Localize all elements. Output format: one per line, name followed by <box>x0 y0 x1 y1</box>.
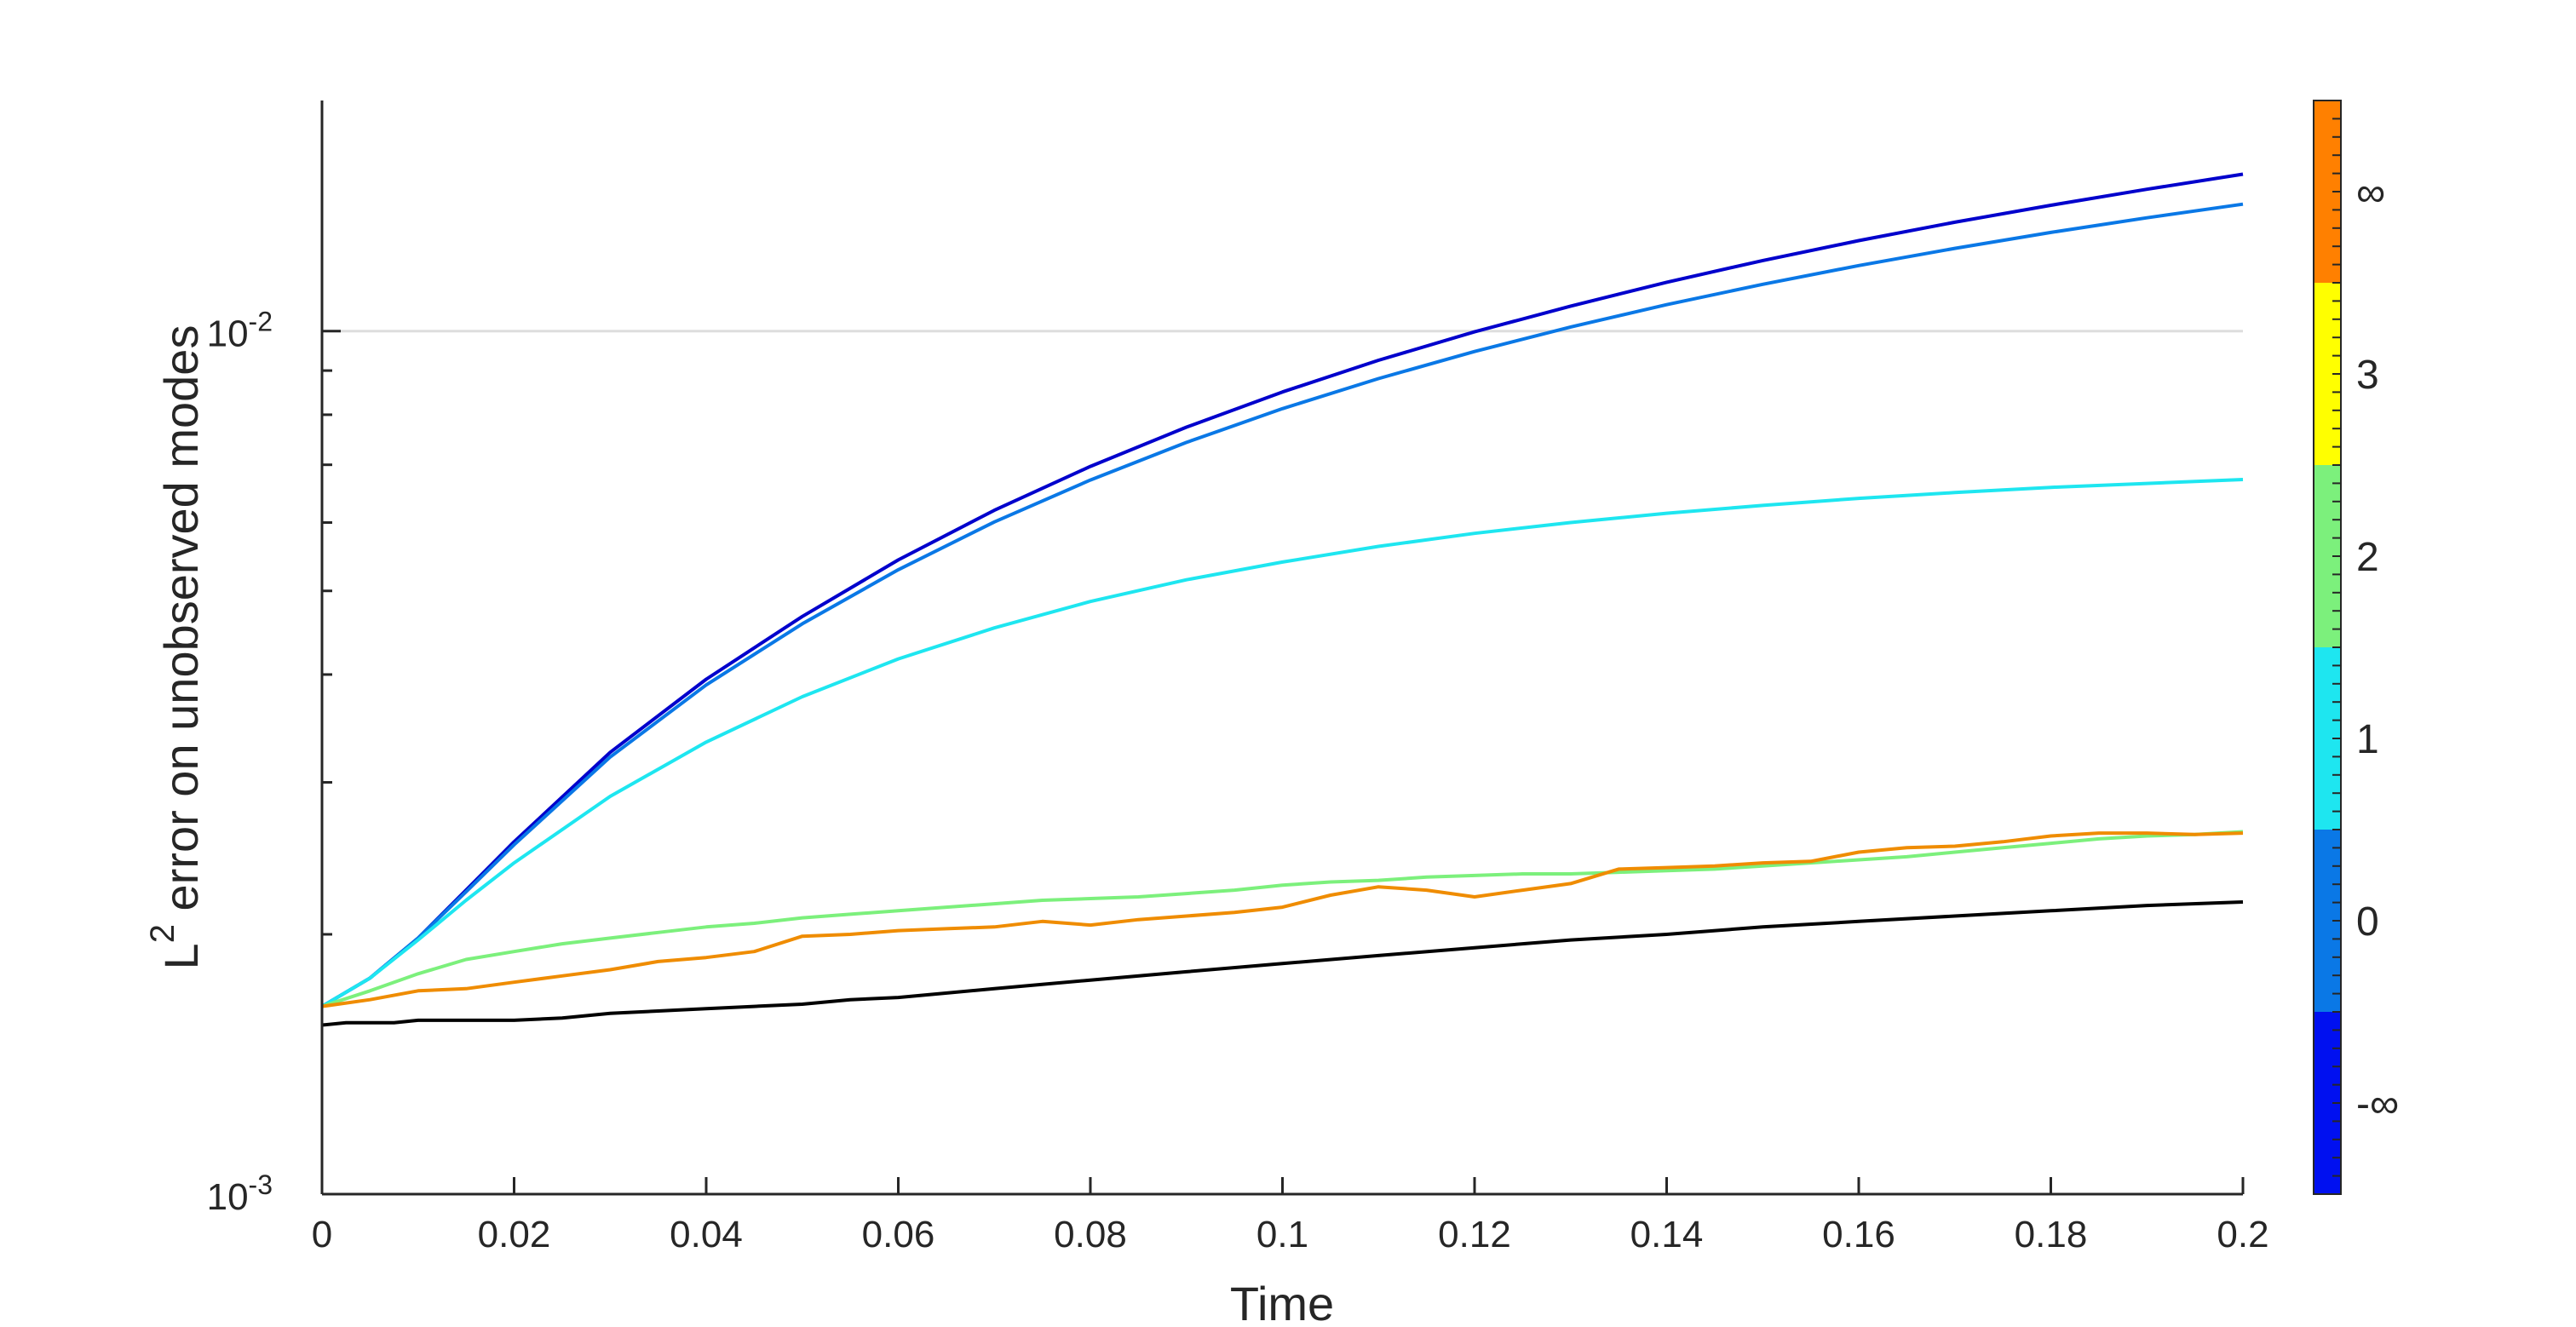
series-line-2 <box>320 478 2244 1008</box>
series-line-1 <box>320 202 2244 1008</box>
colorbar-label-2: 1 <box>2356 717 2379 762</box>
x-axis-title: Time <box>1230 1277 1334 1327</box>
series-line-5 <box>321 900 2244 1027</box>
x-ticks: 0 0.02 0.04 0.06 0.08 0.1 0.12 0.14 0.16 0.18 0.2 <box>312 1177 2269 1255</box>
y-tick-label-1: 10-2 <box>207 307 273 355</box>
x-tick-label-4: 0.08 <box>1054 1214 1127 1255</box>
colorbar: -∞ 0 1 2 3 ∞ <box>2313 100 2399 1195</box>
x-tick-label-0: 0 <box>312 1214 332 1255</box>
x-tick-label-8: 0.16 <box>1822 1214 1895 1255</box>
y-axis-title-rest: error on unobserved modes <box>154 325 208 925</box>
axes <box>320 101 2243 1196</box>
x-tick-label-3: 0.06 <box>862 1214 935 1255</box>
y-ticks: 10-3 10-2 <box>207 307 341 1218</box>
x-tick-label-9: 0.18 <box>2015 1214 2088 1255</box>
y-axis-title: L2 error on unobserved modes <box>144 325 208 970</box>
colorbar-label-3: 2 <box>2356 535 2379 580</box>
x-tick-label-1: 0.02 <box>478 1214 551 1255</box>
y-axis-title-sup: 2 <box>144 924 181 943</box>
x-tick-label-2: 0.04 <box>670 1214 743 1255</box>
series-group <box>320 172 2244 1027</box>
colorbar-label-0: -∞ <box>2356 1082 2399 1127</box>
x-tick-label-7: 0.14 <box>1630 1214 1704 1255</box>
x-tick-label-6: 0.12 <box>1438 1214 1511 1255</box>
x-tick-label-5: 0.1 <box>1256 1214 1308 1255</box>
colorbar-label-1: 0 <box>2356 899 2379 945</box>
y-tick-label-0: 10-3 <box>207 1169 273 1218</box>
colorbar-label-5: ∞ <box>2356 170 2385 215</box>
y-axis-title-base: L <box>154 943 208 969</box>
series-line-4 <box>321 831 2244 1008</box>
colorbar-label-4: 3 <box>2356 353 2379 398</box>
series-line-0 <box>320 172 2244 1008</box>
x-tick-label-10: 0.2 <box>2217 1214 2268 1255</box>
series-line-3 <box>321 830 2244 1008</box>
